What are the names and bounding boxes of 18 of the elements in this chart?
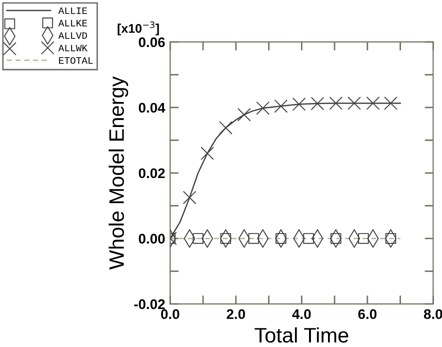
legend-label: ALLKE <box>58 20 87 26</box>
y-tick-label: 0.06 <box>138 37 165 48</box>
x-tick-label: 6.0 <box>358 309 376 320</box>
y-tick-label: 0.04 <box>138 102 166 113</box>
y-axis-title: Whole Model Energy <box>108 76 128 270</box>
y-tick-label: -0.02 <box>134 299 165 310</box>
legend-label: ALLIE <box>58 7 87 14</box>
text: [x10$^{−3}$] <box>118 21 159 36</box>
x-tick-label: 2.0 <box>226 309 246 320</box>
y-tick-label: 0.02 <box>138 168 165 178</box>
x-tick-label: 4.0 <box>292 309 311 320</box>
x-tick-label: 0.0 <box>161 309 180 320</box>
legend-label: ALLWK <box>58 44 88 52</box>
x-axis-title: Total Time <box>254 327 348 343</box>
legend-label: ALLVD <box>58 32 88 39</box>
x-tick-label: 8.0 <box>424 309 442 320</box>
legend-label: ETOTAL <box>59 57 93 64</box>
y-tick-label: 0.00 <box>138 234 165 244</box>
